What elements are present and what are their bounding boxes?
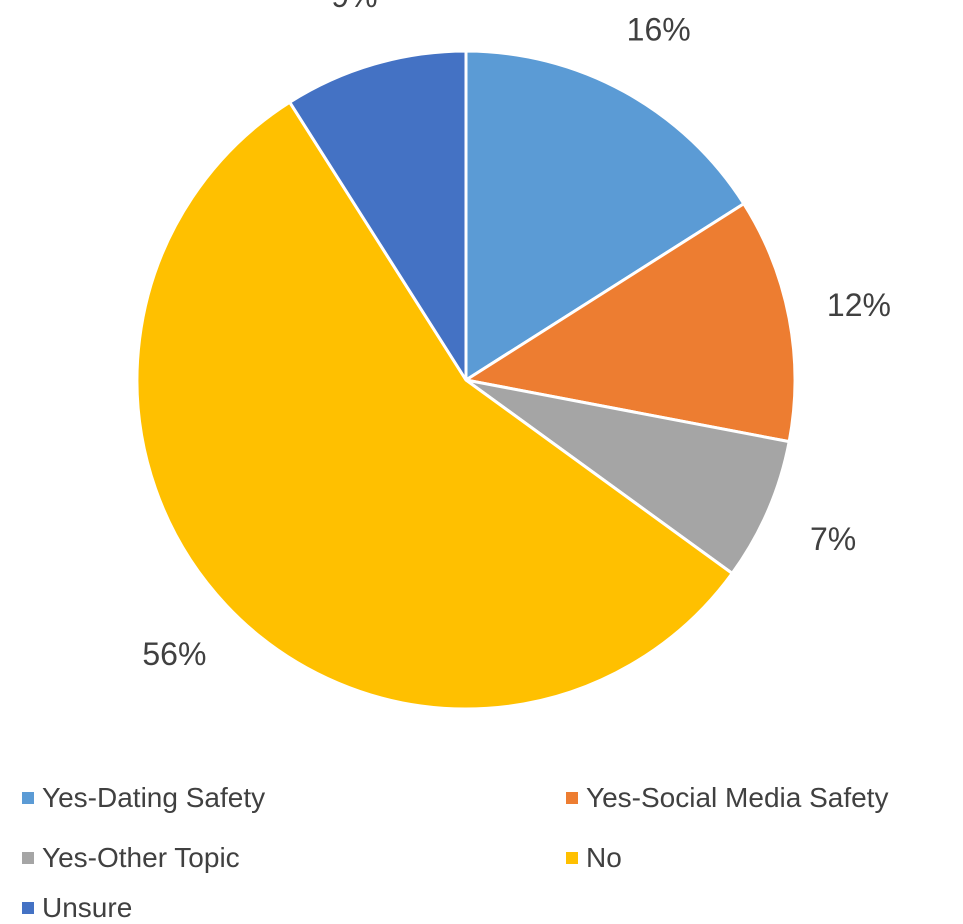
data-label-no: 56% [142, 636, 206, 672]
pie-slice-unsure[interactable] [288, 49, 468, 382]
pie-slice-yes-social-media-safety[interactable] [464, 202, 797, 444]
data-label-yes-social-media-safety: 12% [827, 287, 891, 323]
legend-swatch-unsure [22, 902, 34, 914]
legend-item-no[interactable]: No [566, 842, 622, 874]
legend-swatch-yes-social-media-safety [566, 792, 578, 804]
data-label-yes-dating-safety: 16% [627, 11, 691, 47]
pie-slice-yes-other-topic[interactable] [464, 378, 791, 575]
legend-swatch-yes-dating-safety [22, 792, 34, 804]
legend-item-unsure[interactable]: Unsure [22, 892, 132, 924]
slice-labels: 16% 12% 7% 56% 9% [142, 0, 891, 672]
data-label-unsure: 9% [331, 0, 377, 14]
pie-slice-no[interactable] [135, 100, 734, 711]
pie-slice-yes-dating-safety[interactable] [464, 49, 746, 382]
legend-swatch-no [566, 852, 578, 864]
data-label-yes-other-topic: 7% [810, 521, 856, 557]
legend-label-yes-social-media-safety: Yes-Social Media Safety [586, 782, 889, 813]
pie-slices [135, 49, 797, 711]
legend-swatch-yes-other-topic [22, 852, 34, 864]
legend-item-yes-social-media-safety[interactable]: Yes-Social Media Safety [566, 782, 888, 814]
legend-label-no: No [586, 842, 622, 873]
legend-label-unsure: Unsure [42, 892, 133, 923]
legend-item-yes-other-topic[interactable]: Yes-Other Topic [22, 842, 240, 874]
legend-label-yes-dating-safety: Yes-Dating Safety [42, 782, 266, 813]
legend-label-yes-other-topic: Yes-Other Topic [42, 842, 240, 873]
legend-item-yes-dating-safety[interactable]: Yes-Dating Safety [22, 782, 265, 814]
